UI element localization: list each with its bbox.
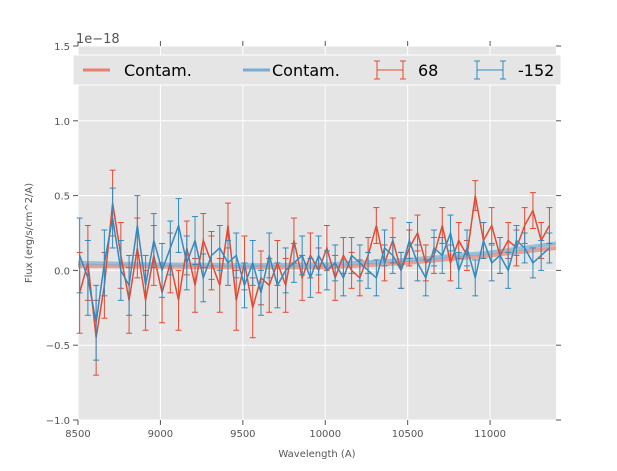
y-tick-label: −0.5	[46, 341, 70, 352]
y-tick-label: 0.5	[54, 192, 70, 203]
legend-label-contam-red: Contam.	[124, 61, 192, 80]
x-axis-label: Wavelength (A)	[278, 449, 355, 460]
axis-ticks: 8500 9000 9500 10000 10500 11000 −1.0 −0.5 0.0 0.…	[46, 41, 561, 440]
plot-background	[78, 46, 556, 420]
legend: Contam. Contam. 68 -152	[72, 54, 562, 86]
legend-label-152: -152	[518, 61, 554, 80]
x-tick-label: 10000	[309, 429, 341, 440]
y-tick-label: 0.0	[54, 266, 70, 277]
x-tick-label: 10500	[392, 429, 424, 440]
grid	[77, 45, 556, 421]
legend-errorbar-icon-68	[374, 60, 406, 80]
x-tick-label: 8500	[65, 429, 90, 440]
y-offset-label: 1e−18	[76, 32, 120, 47]
legend-label-contam-blue: Contam.	[272, 61, 340, 80]
legend-label-68: 68	[418, 61, 438, 80]
x-tick-label: 11000	[474, 429, 506, 440]
series-line-68	[78, 195, 551, 338]
series-line--152	[78, 217, 550, 323]
x-tick-label: 9500	[230, 429, 255, 440]
y-tick-label: 1.5	[54, 42, 70, 53]
legend-errorbar-icon-152	[474, 60, 506, 80]
y-axis-label: Flux (erg/s/cm^2/A)	[24, 183, 35, 283]
data-marks	[76, 169, 557, 376]
y-tick-label: −1.0	[46, 416, 70, 427]
x-tick-label: 9000	[148, 429, 173, 440]
y-tick-label: 1.0	[54, 117, 70, 128]
